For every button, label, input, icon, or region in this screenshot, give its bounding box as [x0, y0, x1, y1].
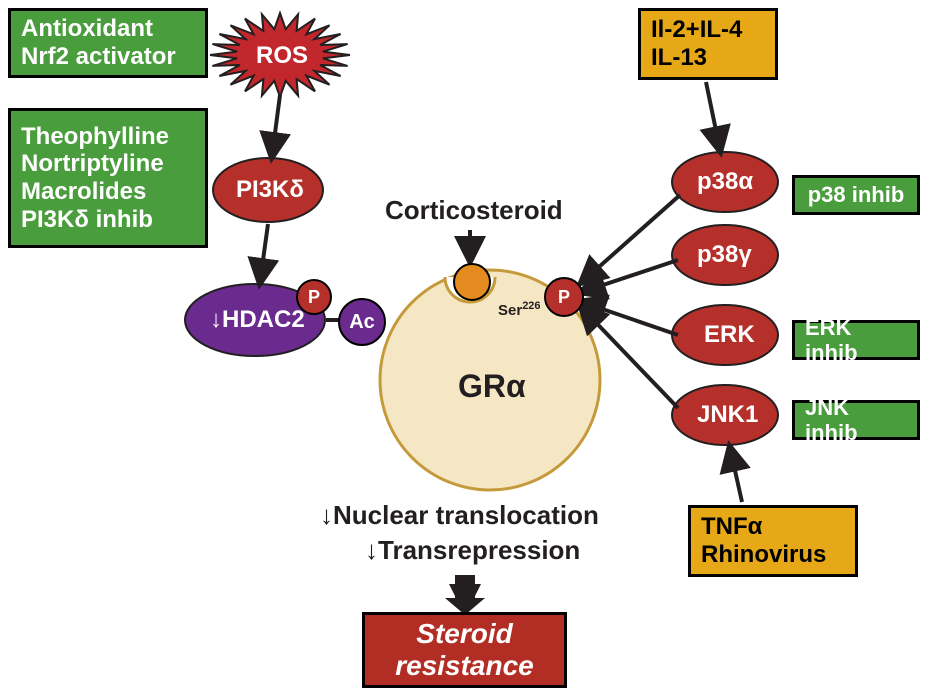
p-hdac-label: P [308, 287, 320, 308]
ser-pre: Ser [498, 302, 522, 319]
translocation-line2: ↓Transrepression [365, 535, 580, 566]
steroid-resistance-box: Steroid resistance [362, 612, 567, 688]
diagram-stage: Antioxidant Nrf2 activator Theophylline … [0, 0, 929, 697]
tnf-box: TNFα Rhinovirus [688, 505, 858, 577]
p38-inhib-box: p38 inhib [792, 175, 920, 215]
jnk-inhib-label: JNK inhib [805, 395, 907, 446]
antioxidant-box: Antioxidant Nrf2 activator [8, 8, 208, 78]
il-box: Il-2+IL-4 IL-13 [638, 8, 778, 80]
jnk-inhib-box: JNK inhib [792, 400, 920, 440]
corticosteroid-dot [453, 263, 491, 301]
p38g-label: p38γ [697, 241, 752, 269]
ser-sup: 226 [522, 300, 540, 312]
ros-label: ROS [256, 42, 308, 70]
hdac2-label: ↓HDAC2 [210, 306, 305, 334]
p-hdac-circle: P [296, 279, 332, 315]
tnf-l2: Rhinovirus [701, 541, 845, 569]
resist-l1: Steroid [416, 618, 512, 650]
erk-inhib-label: ERK inhib [805, 315, 907, 366]
theo-l1: Theophylline [21, 123, 195, 151]
corticosteroid-label: Corticosteroid [385, 195, 563, 226]
ac-circle: Ac [338, 298, 386, 346]
antioxidant-l2: Nrf2 activator [21, 43, 195, 71]
pi3k-label: PI3Kδ [236, 176, 304, 204]
resist-l2: resistance [395, 650, 534, 682]
theo-l4: PI3Kδ inhib [21, 206, 195, 234]
theo-l2: Nortriptyline [21, 150, 195, 178]
jnk1-label: JNK1 [697, 401, 758, 429]
ser226-label: Ser226 [498, 300, 541, 319]
p38a-label: p38α [697, 168, 753, 196]
translocation-line1: ↓Nuclear translocation [320, 500, 599, 531]
theo-l3: Macrolides [21, 178, 195, 206]
p-gr-circle: P [544, 277, 584, 317]
erk-inhib-box: ERK inhib [792, 320, 920, 360]
ac-label: Ac [349, 311, 375, 334]
svg-layer [0, 0, 929, 697]
antioxidant-l1: Antioxidant [21, 15, 195, 43]
il-l2: IL-13 [651, 44, 765, 72]
erk-label: ERK [704, 321, 755, 349]
tnf-l1: TNFα [701, 513, 845, 541]
il-l1: Il-2+IL-4 [651, 16, 765, 44]
p-gr-label: P [558, 287, 570, 308]
gra-label: GRα [458, 368, 526, 405]
theophylline-box: Theophylline Nortriptyline Macrolides PI… [8, 108, 208, 248]
p38-inhib-label: p38 inhib [808, 182, 905, 207]
